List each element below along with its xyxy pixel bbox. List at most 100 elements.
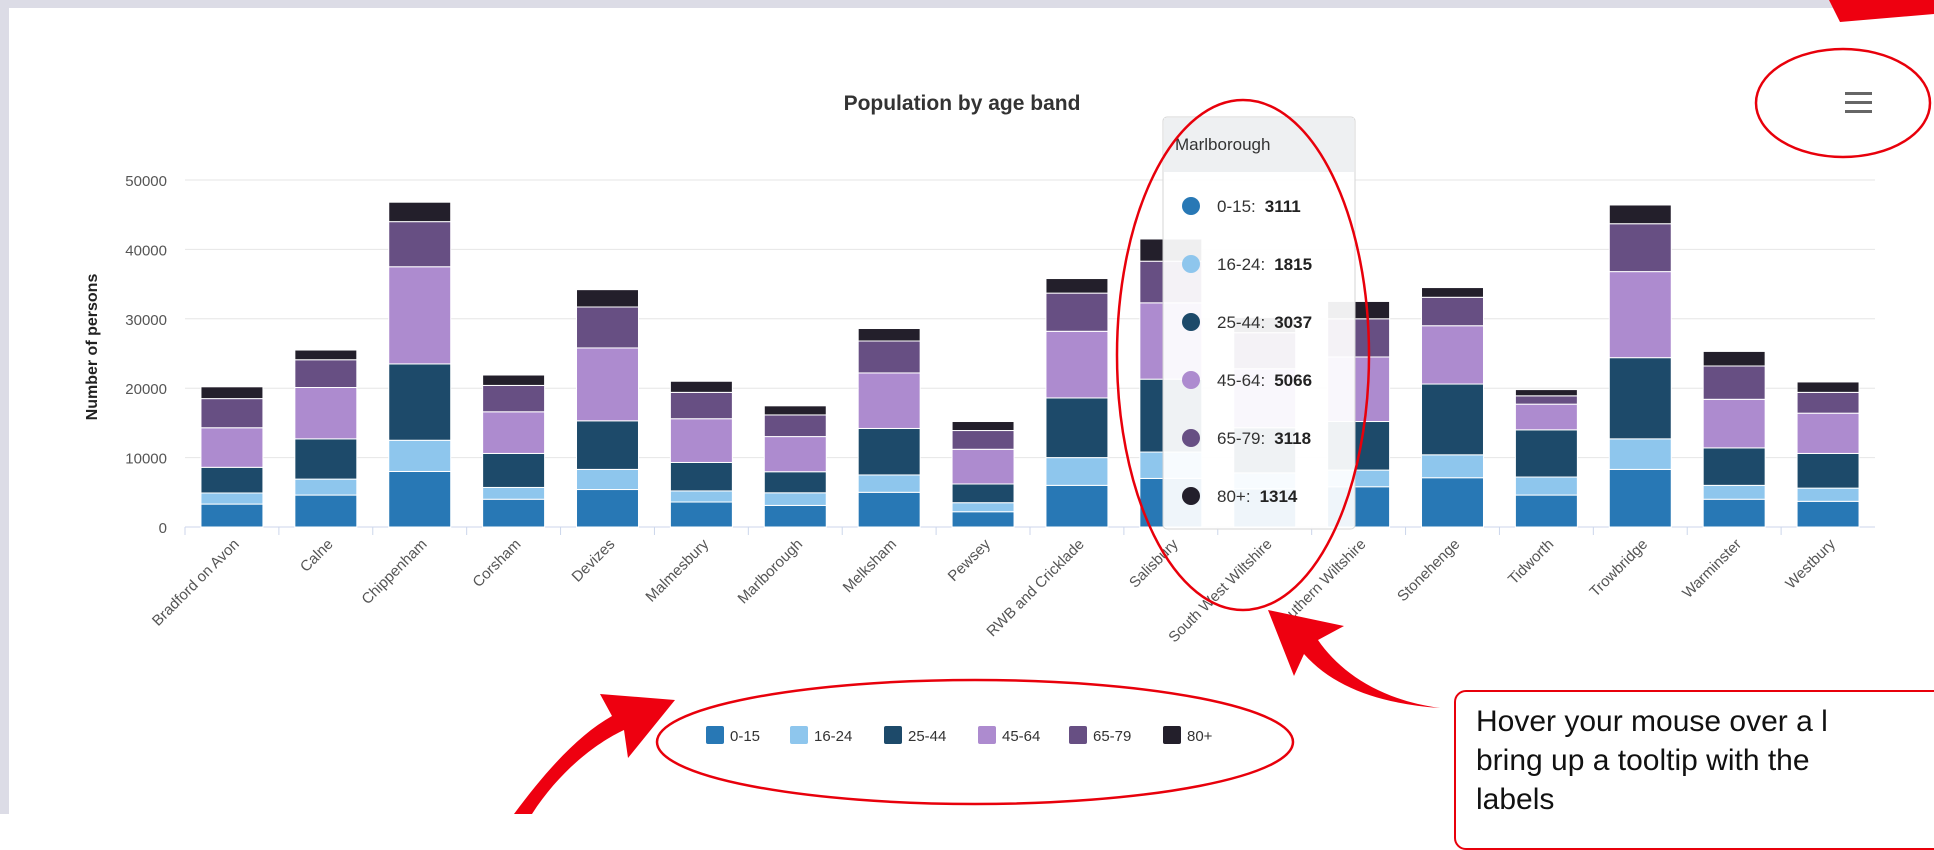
legend-item-label[interactable]: 80+ <box>1187 728 1213 745</box>
bar-segment[interactable] <box>763 492 827 506</box>
bar-segment[interactable] <box>388 470 452 528</box>
bar-segment[interactable] <box>951 421 1015 432</box>
bar-segment[interactable] <box>951 483 1015 504</box>
bar-segment[interactable] <box>669 418 733 463</box>
bar-segment[interactable] <box>1702 350 1766 367</box>
bar-segment[interactable] <box>669 391 733 420</box>
bar-segment[interactable] <box>200 386 264 400</box>
bar-segment[interactable] <box>294 349 358 361</box>
legend-swatch[interactable] <box>1163 726 1181 744</box>
bar-segment[interactable] <box>1045 330 1109 399</box>
bar-segment[interactable] <box>857 491 921 528</box>
bar-segment[interactable] <box>294 359 358 389</box>
bar-segment[interactable] <box>1702 365 1766 400</box>
bar-segment[interactable] <box>857 340 921 374</box>
bar-segment[interactable] <box>857 372 921 429</box>
bar-segment[interactable] <box>1608 223 1672 273</box>
bar-segment[interactable] <box>482 452 546 488</box>
bar-segment[interactable] <box>669 380 733 393</box>
bar-segment[interactable] <box>857 328 921 342</box>
bar-segment[interactable] <box>388 201 452 223</box>
bar-segment[interactable] <box>388 363 452 441</box>
bar-segment[interactable] <box>576 468 639 491</box>
bar-segment[interactable] <box>857 427 921 476</box>
legend-swatch[interactable] <box>790 726 808 744</box>
bar-segment[interactable] <box>951 430 1015 450</box>
bar-segment[interactable] <box>388 266 452 365</box>
bar-segment[interactable] <box>1608 468 1672 528</box>
legend-item-label[interactable]: 16-24 <box>814 728 852 745</box>
bar-segment[interactable] <box>200 427 264 468</box>
bar-segment[interactable] <box>951 502 1015 513</box>
bar-segment[interactable] <box>200 466 264 494</box>
bar-segment[interactable] <box>1796 487 1860 502</box>
bar-segment[interactable] <box>1702 498 1766 528</box>
bar-segment[interactable] <box>1608 271 1672 359</box>
bar-segment[interactable] <box>1514 494 1578 528</box>
bar-segment[interactable] <box>1421 296 1484 327</box>
bar-segment[interactable] <box>1045 457 1109 486</box>
bar-segment[interactable] <box>294 438 358 480</box>
legend-item-label[interactable]: 65-79 <box>1093 728 1131 745</box>
bar-segment[interactable] <box>294 494 358 528</box>
bar-segment[interactable] <box>1702 398 1766 449</box>
bar-segment[interactable] <box>1421 383 1484 456</box>
bar-segment[interactable] <box>482 374 546 386</box>
bar-segment[interactable] <box>951 448 1015 485</box>
bar-segment[interactable] <box>200 503 264 528</box>
legend-item-label[interactable]: 45-64 <box>1002 728 1040 745</box>
bar-segment[interactable] <box>200 398 264 429</box>
legend-swatch[interactable] <box>706 726 724 744</box>
bar-segment[interactable] <box>669 501 733 528</box>
bar-segment[interactable] <box>1796 381 1860 393</box>
bar-segment[interactable] <box>1045 397 1109 459</box>
bar-segment[interactable] <box>1045 292 1109 332</box>
bar-segment[interactable] <box>1796 412 1860 454</box>
bar-segment[interactable] <box>576 306 639 349</box>
bar-segment[interactable] <box>1608 357 1672 440</box>
bar-segment[interactable] <box>482 384 546 413</box>
bar-segment[interactable] <box>576 289 639 308</box>
bar-segment[interactable] <box>388 221 452 268</box>
bar-segment[interactable] <box>763 471 827 494</box>
bar-segment[interactable] <box>294 478 358 496</box>
legend-item-label[interactable]: 0-15 <box>730 728 760 745</box>
bar-segment[interactable] <box>1796 500 1860 528</box>
bar-segment[interactable] <box>1514 395 1578 405</box>
bar-segment[interactable] <box>857 474 921 493</box>
legend-item-label[interactable]: 25-44 <box>908 728 946 745</box>
bar-segment[interactable] <box>1421 477 1484 528</box>
bar-segment[interactable] <box>388 439 452 472</box>
bar-segment[interactable] <box>669 461 733 492</box>
bar-segment[interactable] <box>1514 429 1578 478</box>
bar-segment[interactable] <box>482 411 546 454</box>
bar-segment[interactable] <box>1608 204 1672 225</box>
bar-segment[interactable] <box>576 420 639 470</box>
bar-segment[interactable] <box>1702 447 1766 486</box>
bar-segment[interactable] <box>1045 484 1109 528</box>
hamburger-menu-icon[interactable] <box>1838 82 1880 122</box>
bar-segment[interactable] <box>482 486 546 500</box>
legend-swatch[interactable] <box>978 726 996 744</box>
bar-segment[interactable] <box>1796 452 1860 489</box>
bar-segment[interactable] <box>576 489 639 528</box>
bar-segment[interactable] <box>763 504 827 528</box>
bar-segment[interactable] <box>1702 484 1766 500</box>
bar-segment[interactable] <box>1514 476 1578 496</box>
bar-segment[interactable] <box>1796 391 1860 414</box>
bar-segment[interactable] <box>294 387 358 440</box>
legend-swatch[interactable] <box>884 726 902 744</box>
bar-segment[interactable] <box>763 405 827 416</box>
bar-segment[interactable] <box>576 347 639 422</box>
bar-segment[interactable] <box>1421 454 1484 479</box>
bar-segment[interactable] <box>1421 287 1484 298</box>
bar-segment[interactable] <box>951 511 1015 528</box>
bar-segment[interactable] <box>1514 389 1578 397</box>
bar-segment[interactable] <box>669 490 733 503</box>
bar-segment[interactable] <box>1421 325 1484 385</box>
legend-swatch[interactable] <box>1069 726 1087 744</box>
bar-segment[interactable] <box>1514 403 1578 431</box>
bar-segment[interactable] <box>763 414 827 438</box>
bar-segment[interactable] <box>1045 278 1109 294</box>
bar-segment[interactable] <box>763 436 827 473</box>
